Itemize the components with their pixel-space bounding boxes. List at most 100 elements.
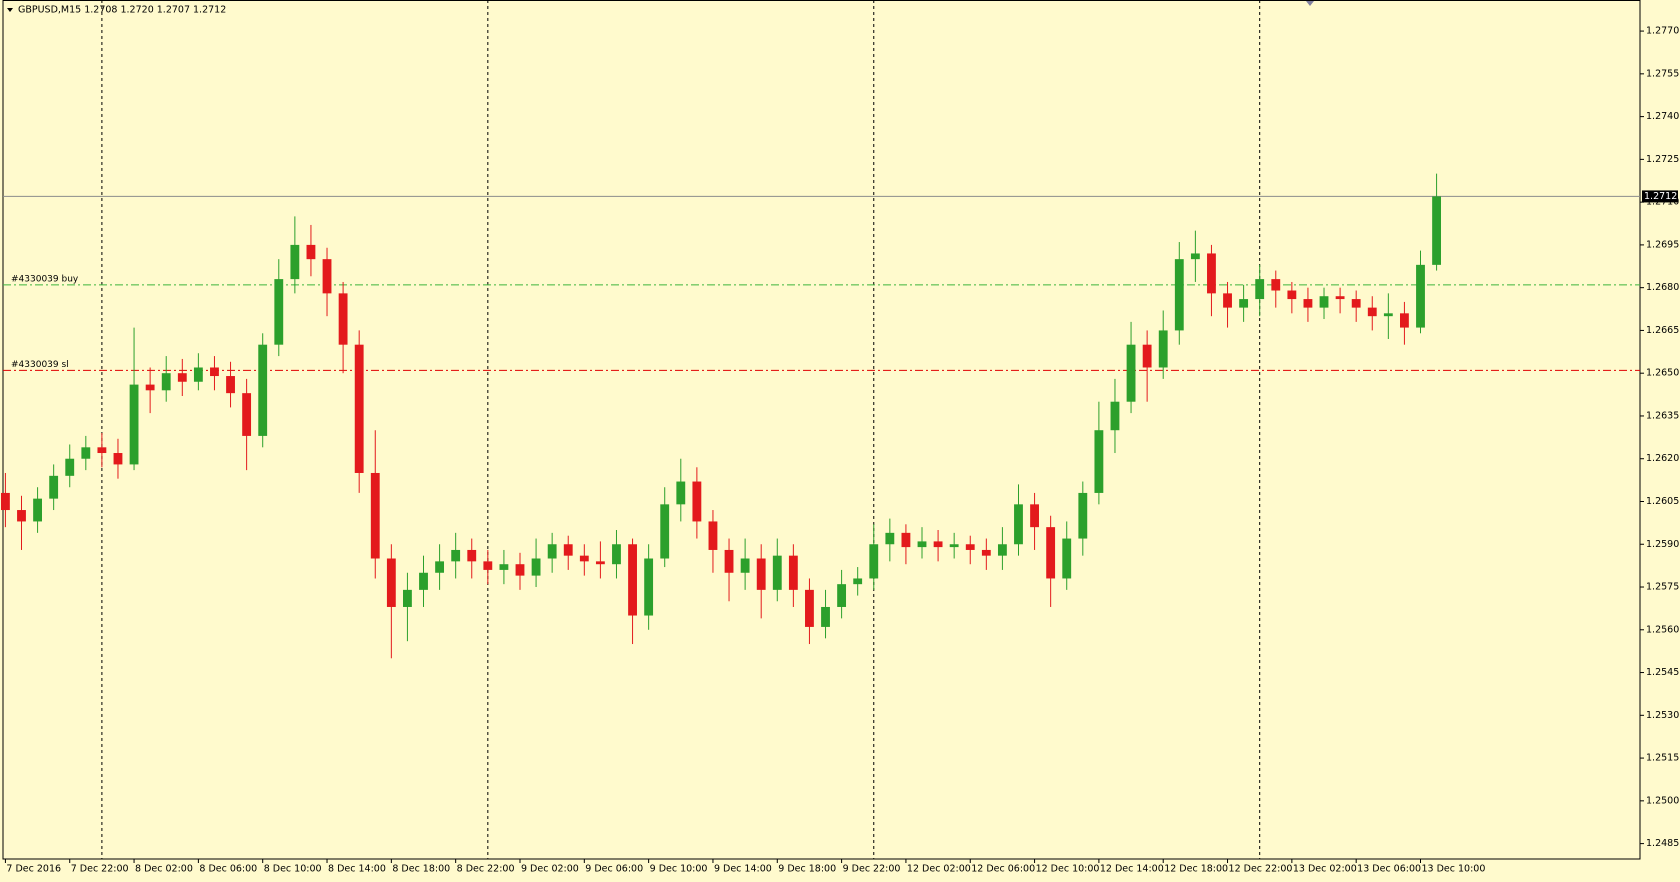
candle-body [161,373,171,391]
y-tick-label: 1.2485 [1646,838,1679,849]
candle-body [403,589,412,607]
order-level-label: #4330039 sl [11,360,69,370]
candle-body [1174,259,1184,331]
y-tick-label: 1.2530 [1646,710,1679,721]
candle-body [1287,290,1297,300]
candle-body [226,376,235,394]
y-tick-label: 1.2770 [1646,26,1679,37]
candle-body [242,393,252,436]
candle-body [981,549,991,556]
candle-body [660,504,670,559]
y-tick-label: 1.2590 [1646,539,1679,550]
candle-body [515,564,525,576]
candle-body [258,344,268,436]
candle-body [837,584,847,607]
candle-body [306,244,316,260]
candle-body [1416,264,1425,328]
candle-body [81,447,91,459]
candle-body [1239,299,1249,308]
order-level-label: #4330039 buy [11,274,79,284]
candle-body [1432,196,1442,265]
candle-body [419,572,428,590]
candle-body [483,561,493,570]
candle-body [1319,296,1329,308]
candle-body [1335,296,1345,300]
x-tick-label: 9 Dec 02:00 [521,864,579,875]
plot-frame [2,0,1641,860]
bid-label: 1.2712 [1644,191,1677,202]
candle-body [1223,293,1232,308]
x-tick-label: 12 Dec 14:00 [1100,864,1164,875]
y-tick-label: 1.2575 [1646,582,1679,593]
candle-body [1271,279,1281,291]
candle-body [1094,430,1104,493]
candle-body [129,384,139,465]
candle-body [1190,253,1200,260]
candle-body [467,549,477,562]
candle-body [692,481,702,522]
candle-body [1142,344,1152,368]
y-tick-label: 1.2500 [1646,795,1679,806]
candle-body [1255,279,1265,300]
candle-body [1383,313,1393,317]
candle-body [354,344,364,473]
candle-body [33,498,42,522]
y-tick-label: 1.2605 [1646,496,1679,507]
y-tick-label: 1.2635 [1646,410,1679,421]
candle-body [1078,492,1088,539]
candle-body [386,558,396,607]
x-tick-label: 9 Dec 18:00 [778,864,836,875]
candle-body [949,544,959,548]
y-tick-label: 1.2665 [1646,325,1679,336]
candle-body [322,259,332,294]
candle-body [612,544,621,565]
candle-body [740,558,750,573]
shift-marker [1306,1,1314,6]
x-tick-label: 7 Dec 22:00 [71,864,129,875]
candle-body [499,564,509,570]
candle-body [49,475,59,499]
x-tick-label: 9 Dec 06:00 [585,864,643,875]
y-tick-label: 1.2740 [1646,111,1679,122]
candle-body [997,544,1007,556]
x-tick-label: 8 Dec 02:00 [135,864,193,875]
y-tick-label: 1.2620 [1646,453,1679,464]
candle-body [338,293,348,345]
candle-body [113,453,123,465]
candle-body [917,541,927,548]
candle-body [563,544,573,556]
candle-body [177,373,187,382]
x-tick-label: 12 Dec 10:00 [1036,864,1100,875]
x-tick-label: 12 Dec 22:00 [1229,864,1293,875]
candle-body [1126,344,1136,402]
candle-body [193,367,203,382]
candle-body [805,589,814,627]
x-tick-label: 8 Dec 14:00 [328,864,386,875]
candle-body [451,549,461,562]
candle-body [1367,307,1377,317]
candle-body [370,472,380,559]
x-tick-label: 7 Dec 2016 [6,864,61,875]
candle-body [1014,504,1023,545]
y-tick-label: 1.2650 [1646,368,1679,379]
menu-arrow[interactable] [7,8,13,12]
bid-label-box [1642,190,1678,203]
candle-body [435,561,445,573]
x-tick-label: 12 Dec 02:00 [907,864,971,875]
candle-body [1062,538,1072,579]
candle-body [756,558,766,590]
candle-body [0,492,10,511]
candle-body [772,555,782,590]
candle-body [579,555,589,562]
candle-body [1110,401,1120,431]
x-tick-label: 8 Dec 06:00 [199,864,257,875]
x-tick-label: 13 Dec 02:00 [1293,864,1357,875]
candle-body [1207,253,1216,294]
candle-body [965,544,975,550]
candle-body [1030,504,1039,528]
candle-body [290,244,300,280]
x-tick-label: 8 Dec 10:00 [264,864,322,875]
x-tick-label: 9 Dec 10:00 [650,864,708,875]
